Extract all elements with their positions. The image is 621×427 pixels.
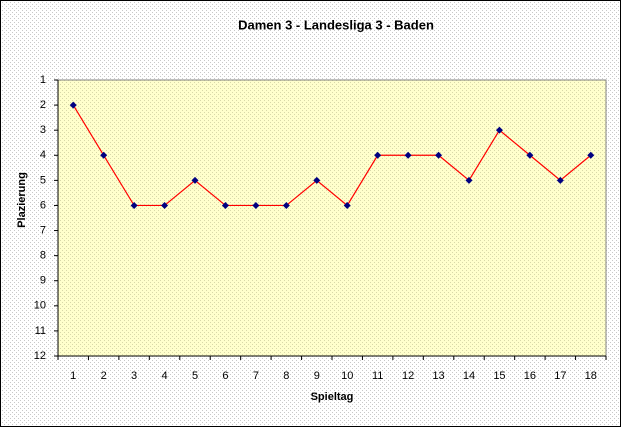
x-tick-label: 2 bbox=[101, 370, 107, 382]
y-tick-label: 8 bbox=[40, 250, 46, 262]
plot-area bbox=[57, 79, 607, 357]
series-line bbox=[72, 104, 592, 207]
data-point bbox=[130, 201, 138, 209]
x-tick-label: 9 bbox=[314, 370, 320, 382]
x-tick-label: 13 bbox=[432, 370, 444, 382]
x-tick-label: 18 bbox=[585, 370, 597, 382]
y-tick-label: 9 bbox=[40, 275, 46, 287]
y-tick-label: 7 bbox=[40, 224, 46, 236]
data-point bbox=[374, 151, 382, 159]
x-tick-label: 11 bbox=[372, 370, 383, 382]
data-point bbox=[191, 176, 199, 184]
x-tick-label: 8 bbox=[283, 370, 289, 382]
y-axis-label: Plazierung bbox=[16, 172, 28, 228]
chart-title: Damen 3 - Landesliga 3 - Baden bbox=[238, 17, 434, 32]
x-tick-label: 4 bbox=[161, 370, 167, 382]
data-point bbox=[556, 176, 564, 184]
data-point bbox=[465, 176, 473, 184]
y-tick-label: 4 bbox=[40, 149, 46, 161]
data-point bbox=[343, 201, 351, 209]
data-point bbox=[495, 126, 503, 134]
x-tick-label: 3 bbox=[131, 370, 137, 382]
data-point bbox=[313, 176, 321, 184]
data-point bbox=[221, 201, 229, 209]
x-tick-label: 6 bbox=[222, 370, 228, 382]
y-tick-label: 12 bbox=[34, 350, 46, 362]
y-tick-label: 3 bbox=[40, 124, 46, 136]
y-tick-label: 5 bbox=[40, 174, 46, 186]
x-tick-label: 12 bbox=[402, 370, 414, 382]
x-tick-label: 1 bbox=[70, 370, 76, 382]
y-tick-label: 1 bbox=[40, 74, 46, 86]
data-point bbox=[100, 151, 108, 159]
x-tick-label: 10 bbox=[341, 370, 353, 382]
y-tick-label: 2 bbox=[40, 99, 46, 111]
data-point bbox=[69, 101, 77, 109]
data-point bbox=[526, 151, 534, 159]
x-axis-label: Spieltag bbox=[311, 391, 354, 403]
x-tick-label: 14 bbox=[463, 370, 475, 382]
data-point bbox=[252, 201, 260, 209]
data-point bbox=[161, 201, 169, 209]
y-tick-label: 10 bbox=[34, 300, 46, 312]
x-tick-label: 17 bbox=[554, 370, 566, 382]
data-point bbox=[587, 151, 595, 159]
y-tick-label: 11 bbox=[35, 325, 46, 337]
data-point bbox=[435, 151, 443, 159]
data-point bbox=[282, 201, 290, 209]
x-tick-label: 7 bbox=[253, 370, 259, 382]
y-tick-label: 6 bbox=[40, 199, 46, 211]
x-tick-label: 15 bbox=[493, 370, 505, 382]
data-point bbox=[404, 151, 412, 159]
x-tick-label: 16 bbox=[524, 370, 536, 382]
x-tick-label: 5 bbox=[192, 370, 198, 382]
